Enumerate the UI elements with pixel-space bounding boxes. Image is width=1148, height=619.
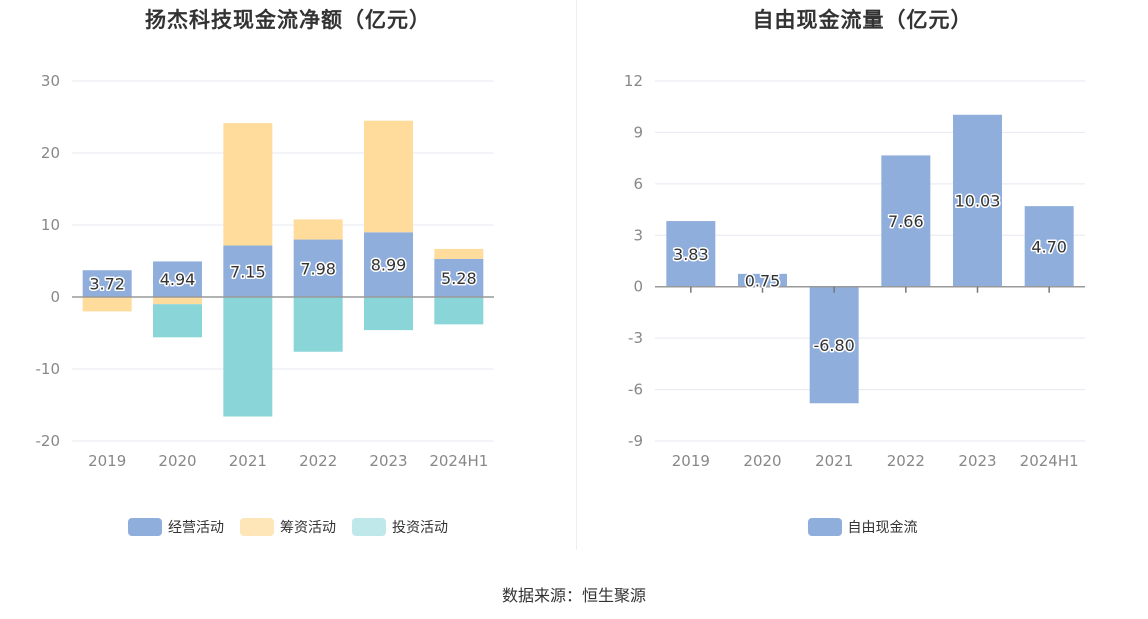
bar-primary	[223, 245, 273, 297]
bar-financing	[364, 120, 413, 233]
legend-left: 经营活动 筹资活动 投资活动	[0, 517, 576, 537]
bar-primary	[1024, 206, 1074, 287]
data-source-note: 数据来源：恒生聚源	[501, 586, 646, 605]
bar-financing	[434, 248, 484, 259]
x-tick-label: 2019	[88, 452, 126, 470]
x-tick-label: 2020	[743, 452, 781, 470]
bar-financing	[153, 297, 202, 305]
bar-primary	[82, 270, 132, 297]
legend-swatch-fcf	[807, 518, 842, 536]
bar-primary	[293, 239, 343, 297]
y-tick-label: -6	[628, 381, 643, 399]
y-tick-label: 0	[50, 288, 60, 306]
y-tick-label: 12	[624, 72, 643, 90]
legend-item-investing[interactable]: 投资活动	[352, 517, 448, 537]
bar-financing	[223, 123, 273, 246]
data-label: 7.98	[300, 259, 336, 278]
legend-swatch-financing	[240, 518, 274, 536]
bar-financing	[293, 219, 343, 240]
y-tick-label: -20	[36, 432, 61, 450]
legend-item-fcf[interactable]: 自由现金流	[807, 517, 918, 537]
free-cashflow-chart: -9 -6 -3 0 3 6 9 12 2019 2020 2021 2022 2023 2024H1 3.…	[624, 72, 1085, 470]
x-tick-label: 2021	[815, 452, 853, 470]
cashflow-net-chart: -20 -10 0 10 20 30 2019 2020 2021 2022 2023 2024H1 3…	[36, 72, 494, 470]
bar-primary	[809, 286, 859, 404]
bar-investing	[223, 297, 273, 417]
x-tick-label: 2022	[887, 452, 925, 470]
y-tick-label: 10	[41, 216, 60, 234]
bar-primary	[434, 258, 484, 297]
data-label: 10.03	[955, 192, 1001, 211]
data-label: -6.80	[813, 336, 854, 355]
data-label: 3.83	[673, 245, 709, 264]
data-label: 4.70	[1031, 237, 1067, 256]
data-label: 0.75	[745, 271, 781, 290]
legend-label-fcf: 自由现金流	[847, 520, 918, 536]
legend-label-financing: 筹资活动	[280, 520, 336, 536]
chart-title-left: 扬杰科技现金流净额（亿元）	[145, 8, 431, 32]
y-tick-label: 6	[633, 175, 643, 193]
legend-swatch-operating	[128, 518, 162, 536]
legend-label-investing: 投资活动	[392, 520, 448, 536]
x-tick-label: 2021	[229, 452, 267, 470]
x-tick-label: 2023	[369, 452, 407, 470]
y-tick-label: 9	[633, 123, 643, 141]
x-tick-label: 2020	[158, 452, 196, 470]
data-label: 5.28	[441, 269, 477, 288]
bar-investing	[153, 304, 202, 338]
data-label: 7.15	[230, 262, 266, 281]
legend-item-financing[interactable]: 筹资活动	[240, 517, 336, 537]
cashflow-net-chart-panel: 扬杰科技现金流净额（亿元） -20 -10 0 10 20 30 2019 2020 2021 2…	[0, 0, 576, 560]
data-label: 3.72	[89, 275, 125, 294]
legend-item-operating[interactable]: 经营活动	[128, 517, 224, 537]
legend-right: 自由现金流	[577, 517, 1148, 537]
y-tick-label: 30	[41, 72, 60, 90]
data-label: 7.66	[888, 212, 924, 231]
y-tick-label: 20	[41, 144, 60, 162]
legend-label-operating: 经营活动	[168, 520, 224, 536]
y-tick-label: 0	[633, 278, 643, 296]
bar-primary	[364, 232, 413, 297]
chart-title-right: 自由现金流量（亿元）	[752, 8, 973, 32]
y-tick-label: -10	[36, 360, 61, 378]
panel-divider	[576, 0, 577, 550]
bar-primary	[738, 273, 787, 287]
x-tick-label: 2024H1	[429, 452, 488, 470]
bar-investing	[434, 297, 484, 325]
bar-primary	[666, 221, 716, 287]
x-tick-label: 2019	[672, 452, 710, 470]
x-tick-label: 2024H1	[1020, 452, 1079, 470]
bar-financing	[82, 297, 132, 312]
bar-investing	[364, 297, 413, 331]
x-tick-label: 2022	[299, 452, 337, 470]
y-tick-label: -3	[628, 329, 643, 347]
bar-primary	[881, 155, 931, 287]
bar-investing	[293, 297, 343, 352]
free-cashflow-chart-panel: 自由现金流量（亿元） -9 -6 -3 0 3 6 9 12 2019 2020 2021 2022 2…	[577, 0, 1148, 560]
data-label: 8.99	[371, 256, 407, 275]
y-tick-label: 3	[633, 226, 643, 244]
x-tick-label: 2023	[958, 452, 996, 470]
data-label: 4.94	[160, 270, 196, 289]
legend-swatch-investing	[352, 518, 386, 536]
bar-primary	[953, 114, 1002, 287]
y-tick-label: -9	[628, 432, 643, 450]
bar-primary	[153, 261, 202, 297]
